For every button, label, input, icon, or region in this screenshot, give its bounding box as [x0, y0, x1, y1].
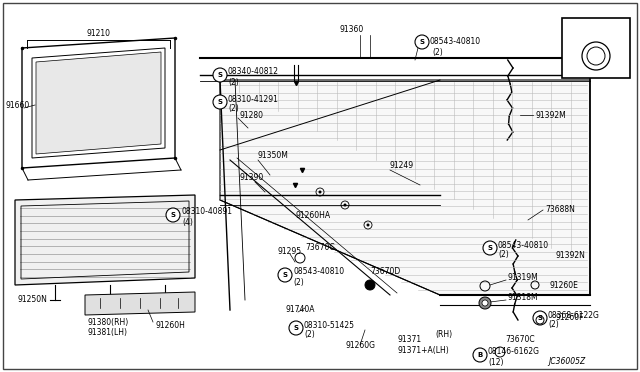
Bar [562, 18, 630, 78]
Text: B: B [477, 352, 483, 358]
Polygon shape [36, 52, 161, 154]
Text: S: S [218, 99, 223, 105]
Polygon shape [15, 195, 195, 285]
Text: 91260F: 91260F [555, 314, 584, 323]
Circle shape [482, 300, 488, 306]
Text: 91260FA: 91260FA [567, 23, 604, 32]
Text: (12): (12) [488, 357, 504, 366]
Text: 08543-40810: 08543-40810 [293, 267, 344, 276]
Text: 73670D: 73670D [370, 267, 400, 276]
Text: 91371: 91371 [398, 336, 422, 344]
Text: 91260G: 91260G [345, 340, 375, 350]
Circle shape [166, 208, 180, 222]
Text: S: S [282, 272, 287, 278]
Text: 08543-40810: 08543-40810 [430, 38, 481, 46]
Text: 08146-6162G: 08146-6162G [488, 347, 540, 356]
Text: S: S [419, 39, 424, 45]
Text: 91390: 91390 [240, 173, 264, 183]
Text: (2): (2) [548, 321, 559, 330]
Polygon shape [220, 80, 590, 295]
Circle shape [365, 280, 375, 290]
Circle shape [213, 68, 227, 82]
Circle shape [415, 35, 429, 49]
Text: 91360: 91360 [340, 26, 364, 35]
Text: (2): (2) [293, 278, 304, 286]
Text: 08310-51425: 08310-51425 [304, 321, 355, 330]
Text: 91381(LH): 91381(LH) [87, 327, 127, 337]
Text: 08368-6122G: 08368-6122G [548, 311, 600, 320]
Circle shape [289, 321, 303, 335]
Text: S: S [170, 212, 175, 218]
Text: 91249: 91249 [390, 160, 414, 170]
Text: (RH): (RH) [435, 330, 452, 340]
Text: 91210: 91210 [86, 29, 111, 38]
Text: 91660: 91660 [5, 100, 29, 109]
Text: 08340-40812: 08340-40812 [228, 67, 279, 77]
Text: (2): (2) [432, 48, 443, 57]
Text: (2): (2) [228, 77, 239, 87]
Circle shape [213, 95, 227, 109]
Text: 91260H: 91260H [155, 321, 185, 330]
Text: (2): (2) [228, 105, 239, 113]
Text: JC36005Z: JC36005Z [548, 357, 585, 366]
Circle shape [278, 268, 292, 282]
Text: (4): (4) [182, 218, 193, 227]
Text: S: S [488, 245, 493, 251]
Text: 91371+A(LH): 91371+A(LH) [398, 346, 450, 355]
Text: 91260HA: 91260HA [295, 211, 330, 219]
Text: 91392N: 91392N [555, 250, 585, 260]
Text: 73670C: 73670C [305, 244, 335, 253]
Circle shape [533, 311, 547, 325]
Text: 91295: 91295 [277, 247, 301, 257]
Text: 08310-40891: 08310-40891 [182, 208, 233, 217]
Text: 91250N: 91250N [18, 295, 48, 305]
Circle shape [483, 241, 497, 255]
Text: 08543-40810: 08543-40810 [498, 241, 549, 250]
Text: 91740A: 91740A [285, 305, 314, 314]
Text: 91380(RH): 91380(RH) [87, 317, 128, 327]
Circle shape [367, 224, 369, 227]
Text: S: S [218, 72, 223, 78]
Circle shape [344, 203, 346, 206]
Text: 73670C: 73670C [505, 336, 534, 344]
Text: 08310-41291: 08310-41291 [228, 94, 279, 103]
Text: 91350M: 91350M [258, 151, 289, 160]
Text: (2): (2) [498, 250, 509, 260]
Text: 91260E: 91260E [550, 280, 579, 289]
Text: 91319M: 91319M [508, 273, 539, 282]
Text: 91318M: 91318M [508, 294, 539, 302]
Text: 91392M: 91392M [535, 110, 566, 119]
Polygon shape [85, 292, 195, 315]
Text: 91280: 91280 [240, 110, 264, 119]
Circle shape [479, 297, 491, 309]
Text: S: S [294, 325, 298, 331]
Text: (2): (2) [304, 330, 315, 340]
Circle shape [473, 348, 487, 362]
Text: 73688N: 73688N [545, 205, 575, 215]
Text: S: S [538, 315, 543, 321]
Circle shape [319, 190, 321, 193]
